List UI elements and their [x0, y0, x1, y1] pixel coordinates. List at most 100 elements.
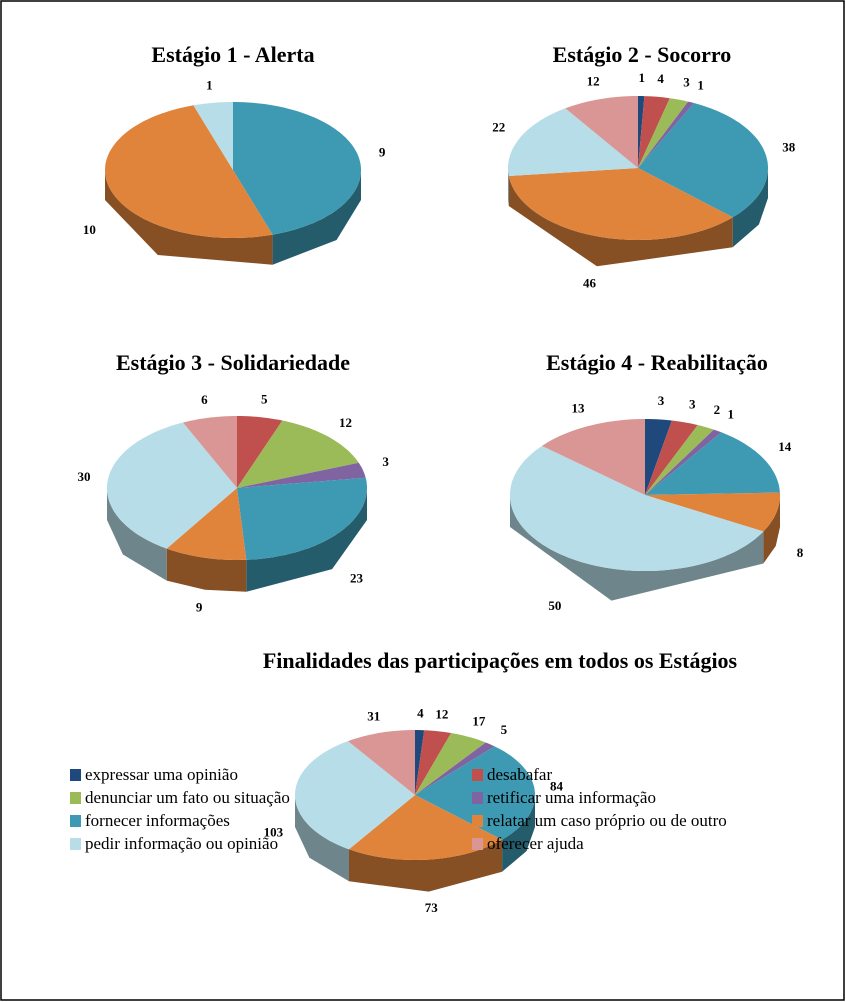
legend-swatch — [70, 838, 81, 850]
data-label: 30 — [77, 469, 90, 484]
slice — [638, 96, 670, 168]
slice-side — [105, 170, 273, 265]
slice — [638, 96, 645, 168]
chart-title: Estágio 3 - Solidariedade — [116, 350, 350, 375]
legend-label: expressar uma opinião — [85, 765, 238, 784]
data-label: 5 — [501, 722, 508, 737]
slice-side — [510, 495, 764, 601]
data-label: 84 — [550, 779, 564, 794]
legend-swatch — [70, 792, 81, 804]
slice-side — [508, 168, 509, 206]
slice — [233, 102, 361, 235]
slice — [645, 419, 672, 495]
slice — [415, 742, 495, 795]
data-label: 13 — [571, 401, 585, 416]
data-label: 12 — [339, 415, 352, 430]
data-label: 12 — [435, 707, 448, 722]
data-label: 14 — [778, 439, 792, 454]
slice — [415, 730, 452, 795]
chart-title: Estágio 2 - Socorro — [553, 42, 732, 67]
data-label: 38 — [782, 139, 796, 154]
data-label: 3 — [382, 454, 389, 469]
slice — [645, 492, 780, 532]
slice — [237, 416, 283, 488]
slice — [510, 445, 764, 571]
slice — [237, 462, 366, 488]
data-label: 9 — [379, 144, 386, 159]
slice — [193, 102, 233, 170]
slice — [295, 741, 415, 850]
slice — [638, 98, 689, 168]
legend-swatch — [472, 815, 483, 827]
slice — [183, 416, 237, 488]
data-label: 1 — [697, 77, 704, 92]
slice-side — [508, 176, 733, 267]
data-label: 22 — [492, 119, 505, 134]
slice — [349, 795, 503, 860]
legend-label: desabafar — [487, 765, 552, 784]
legend-label: retificar uma informação — [487, 788, 656, 807]
legend-label: oferecer ajuda — [487, 834, 584, 853]
legend-swatch — [70, 815, 81, 827]
legend-label: fornecer informações — [85, 811, 230, 830]
slice — [638, 103, 768, 218]
legend-swatch — [472, 792, 483, 804]
chart-title: Estágio 4 - Reabilitação — [546, 350, 768, 375]
slice — [645, 425, 714, 495]
slice — [645, 432, 780, 495]
data-label: 31 — [367, 709, 380, 724]
legend-swatch — [472, 838, 483, 850]
chart-title: Estágio 1 - Alerta — [151, 42, 314, 67]
legend-label: pedir informação ou opinião — [85, 834, 278, 853]
slice-side — [502, 795, 535, 872]
data-label: 73 — [425, 900, 439, 915]
data-label: 17 — [472, 714, 486, 729]
slice — [105, 105, 273, 238]
data-label: 3 — [689, 396, 696, 411]
slice — [107, 422, 237, 549]
slice — [237, 420, 359, 488]
data-label: 50 — [548, 598, 561, 613]
slice-side — [246, 488, 367, 592]
data-label: 9 — [196, 599, 203, 614]
slice-side — [295, 795, 349, 882]
data-label: 10 — [83, 222, 96, 237]
data-label: 1 — [639, 70, 646, 85]
slice-side — [272, 170, 361, 265]
data-label: 3 — [683, 74, 690, 89]
slice — [508, 168, 733, 240]
data-label: 8 — [797, 545, 804, 560]
data-label: 1 — [727, 406, 734, 421]
slice-side — [732, 168, 768, 248]
slice-side — [763, 495, 780, 564]
slice — [645, 420, 698, 495]
data-label: 103 — [264, 824, 284, 839]
slice — [541, 419, 645, 495]
slice — [638, 101, 694, 168]
legend-label: relatar um caso próprio ou de outro — [487, 811, 727, 830]
slice — [415, 730, 425, 795]
slice — [237, 477, 367, 560]
slice-side — [166, 548, 247, 592]
chart-title: Finalidades das participações em todos o… — [263, 648, 738, 673]
legend-swatch — [472, 769, 483, 781]
slice — [415, 733, 486, 795]
legend-label: denunciar um fato ou situação — [85, 788, 290, 807]
data-label: 3 — [658, 393, 665, 408]
data-label: 1 — [206, 78, 213, 93]
data-label: 23 — [350, 570, 364, 585]
legend-swatch — [70, 769, 81, 781]
data-label: 46 — [583, 276, 597, 291]
slice — [166, 488, 247, 560]
slice-side — [349, 839, 503, 892]
data-label: 6 — [201, 392, 208, 407]
data-label: 4 — [657, 71, 664, 86]
slice — [348, 730, 415, 795]
slice-side — [107, 488, 167, 581]
slice — [645, 429, 722, 495]
data-label: 5 — [261, 391, 268, 406]
data-label: 4 — [417, 705, 424, 720]
slice — [508, 108, 638, 176]
slice — [565, 96, 638, 168]
